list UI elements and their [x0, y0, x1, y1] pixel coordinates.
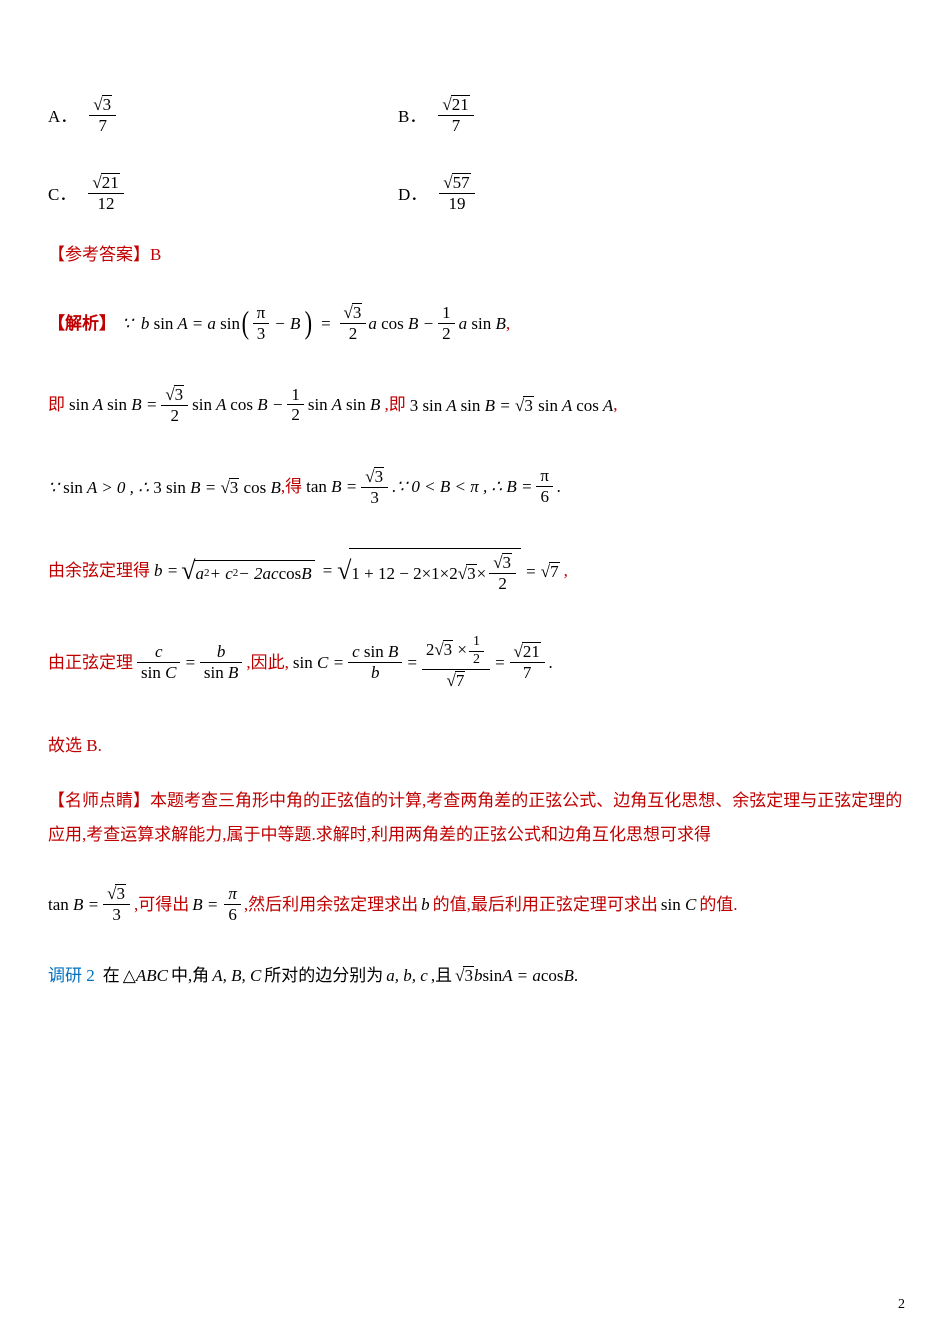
option-a-label: A． — [48, 102, 77, 127]
answer-line: 【参考答案】B — [48, 240, 903, 265]
step-5: 由正弦定理 csin C = bsin B ,因此, sin C = c sin… — [48, 635, 903, 689]
option-b-label: B． — [398, 102, 426, 127]
teacher-comment: 【名师点睛】本题考查三角形中角的正弦值的计算,考查两角差的正弦公式、边角互化思想… — [48, 784, 903, 852]
option-a: A． 3 7 — [48, 95, 398, 135]
ji-label-1: 即 — [48, 396, 65, 413]
answer-value: B — [150, 245, 161, 264]
option-d-frac: 57 19 — [439, 173, 474, 213]
teacher-math-line: tan B = 33 ,可得出 B = π6 ,然后利用余弦定理求出 b 的值,… — [48, 884, 903, 924]
option-c-frac: 21 12 — [88, 173, 123, 213]
sine-law-label: 由正弦定理 — [48, 654, 133, 671]
pick-answer: 故选 B. — [48, 731, 903, 756]
jiexi-label: 【解析】 — [48, 315, 116, 332]
step-4: 由余弦定理得 b = √ a2 + c2 − 2ac cos B = √ 1 +… — [48, 548, 903, 593]
step-3: ∵ sin A > 0 , ∴ 3 sin B = 3 cos B ,得 tan… — [48, 467, 903, 507]
teacher-text: 本题考查三角形中角的正弦值的计算,考查两角差的正弦公式、边角互化思想、余弦定理与… — [48, 791, 902, 844]
option-c-label: C． — [48, 180, 76, 205]
option-b-frac: 21 7 — [438, 95, 473, 135]
de-label: ,得 — [281, 478, 302, 495]
option-c: C． 21 12 — [48, 173, 398, 213]
step-2: 即 sin A sin B = 32 sin A cos B − 12 sin … — [48, 385, 903, 425]
answer-label: 【参考答案】 — [48, 245, 150, 264]
teacher-label: 【名师点睛】 — [48, 791, 150, 810]
problem-2: 调研 2 在 △ABC 中,角 A, B, C 所对的边分别为 a, b, c … — [48, 966, 903, 984]
option-d: D． 57 19 — [398, 173, 477, 213]
cos-law-label: 由余弦定理得 — [48, 562, 150, 579]
option-b: B． 21 7 — [398, 95, 476, 135]
option-a-frac: 3 7 — [89, 95, 116, 135]
hence-label: ,因此, — [246, 654, 289, 671]
step-1: 【解析】 ∵b sin A = a sin ( π3 − B ) = 32 a … — [48, 303, 903, 343]
option-d-label: D． — [398, 180, 427, 205]
page-number: 2 — [898, 1297, 905, 1313]
problem-2-label: 调研 2 — [48, 967, 95, 984]
